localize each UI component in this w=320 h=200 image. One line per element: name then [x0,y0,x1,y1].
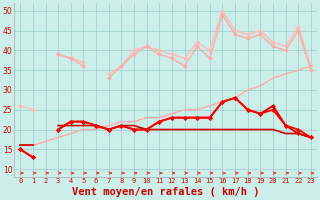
X-axis label: Vent moyen/en rafales ( km/h ): Vent moyen/en rafales ( km/h ) [72,187,259,197]
